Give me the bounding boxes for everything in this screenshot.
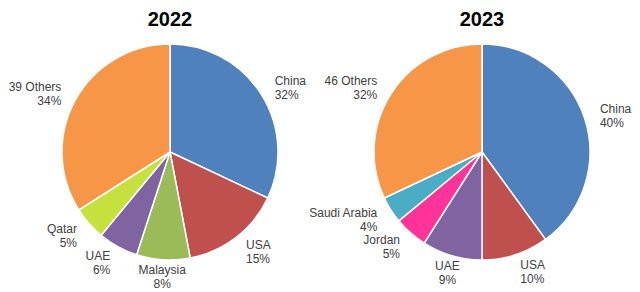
chart-root: 2022China32%USA15%Malaysia8%UAE6%Qatar5%…: [0, 0, 640, 292]
label-name: Qatar: [47, 222, 77, 236]
label-value: 8%: [154, 277, 172, 291]
data-label: Malaysia8%: [139, 263, 187, 291]
label-value: 6%: [93, 263, 111, 277]
data-label: Jordan5%: [363, 233, 400, 261]
slice: [374, 44, 482, 198]
slice: [62, 44, 170, 210]
label-name: USA: [520, 258, 545, 272]
label-value: 15%: [246, 252, 270, 266]
label-name: 39 Others: [9, 80, 62, 94]
data-label: China32%: [275, 74, 307, 102]
label-value: 40%: [600, 116, 624, 130]
label-name: 46 Others: [325, 74, 378, 88]
label-value: 5%: [383, 247, 401, 261]
label-value: 5%: [60, 236, 78, 250]
title: 2022: [148, 8, 193, 30]
pie-1: 2023China40%USA10%UAE9%Jordan5%Saudi Ara…: [309, 8, 631, 287]
label-value: 10%: [520, 272, 544, 286]
title: 2023: [460, 8, 505, 30]
label-name: Saudi Arabia: [309, 206, 377, 220]
label-value: 32%: [353, 88, 377, 102]
data-label: Qatar5%: [47, 222, 77, 250]
label-name: China: [600, 102, 632, 116]
label-name: UAE: [86, 249, 111, 263]
data-label: UAE6%: [86, 249, 111, 277]
label-value: 4%: [360, 220, 378, 234]
label-name: UAE: [435, 259, 460, 273]
data-label: USA15%: [246, 238, 271, 266]
slice: [482, 152, 545, 260]
data-label: 46 Others32%: [325, 74, 378, 102]
label-name: USA: [246, 238, 271, 252]
data-label: UAE9%: [435, 259, 460, 287]
labels: China40%USA10%UAE9%Jordan5%Saudi Arabia4…: [309, 74, 631, 288]
slices: [374, 44, 590, 260]
label-name: China: [275, 74, 307, 88]
data-label: USA10%: [520, 258, 545, 286]
data-label: 39 Others34%: [9, 80, 62, 108]
label-value: 34%: [37, 94, 61, 108]
label-name: Jordan: [363, 233, 400, 247]
data-label: China40%: [600, 102, 632, 130]
label-name: Malaysia: [139, 263, 187, 277]
data-label: Saudi Arabia4%: [309, 206, 377, 234]
slices: [62, 44, 278, 260]
labels: China32% USA15% Malaysia8% UAE6% Qatar5% 39 O…: [9, 74, 307, 291]
label-value: 9%: [439, 273, 457, 287]
label-value: 32%: [275, 88, 299, 102]
pie-0: 2022 China32% USA15% Malaysia8% UAE6% Qatar5%…: [9, 8, 307, 291]
